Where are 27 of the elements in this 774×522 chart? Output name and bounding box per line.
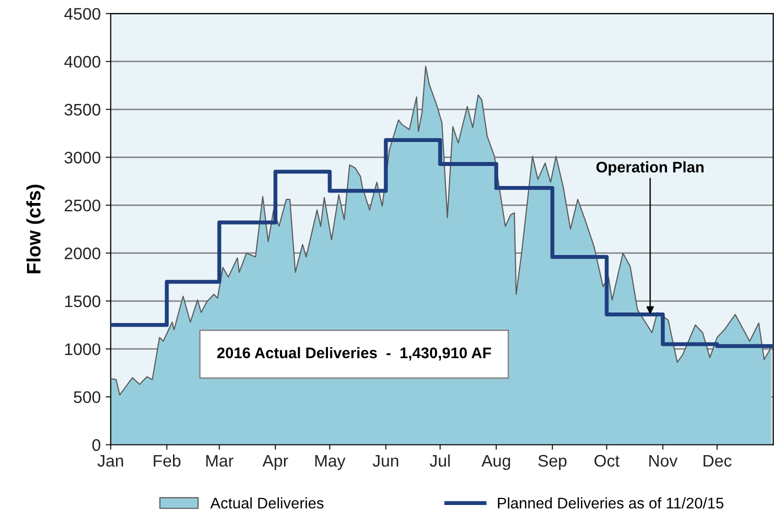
x-tick-label: Apr [262,455,288,470]
x-tick-label: Dec [704,455,732,467]
x-tick-label: Jun [372,455,398,467]
y-tick-label: 500 [74,391,100,404]
x-tick-label: Mar [206,455,234,467]
annotation: Operation Plan [596,161,704,176]
annotation: 2016 Actual Deliveries - 1,430,910 AF [217,347,491,361]
y-tick-label: 0 [92,439,100,451]
x-tick-label: Jul [430,454,450,467]
x-tick-label: Oct [594,454,620,467]
legend-label: Planned Deliveries as of 11/20/15 [498,497,724,509]
y-tick-label: 3000 [64,152,100,164]
y-tick-label: 3500 [64,104,100,116]
x-tick-label: Feb [154,454,180,467]
y-tick-label: 1500 [65,295,100,308]
x-tick-label: Jan [98,455,124,467]
y-tick-label: 2000 [64,248,100,260]
x-tick-label: Sep [538,454,567,470]
y-tick-label: 4000 [64,56,100,68]
y-tick-label: 1000 [65,343,100,356]
x-tick-label: Nov [649,455,678,467]
y-tick-label: 2500 [64,200,100,212]
x-tick-label: May [315,455,346,470]
y-tick-label: 4500 [64,8,100,20]
legend-label: Actual Deliveries [210,497,324,509]
y-axis-title: Flow (cfs) [26,184,44,274]
x-tick-label: Aug [481,455,510,470]
